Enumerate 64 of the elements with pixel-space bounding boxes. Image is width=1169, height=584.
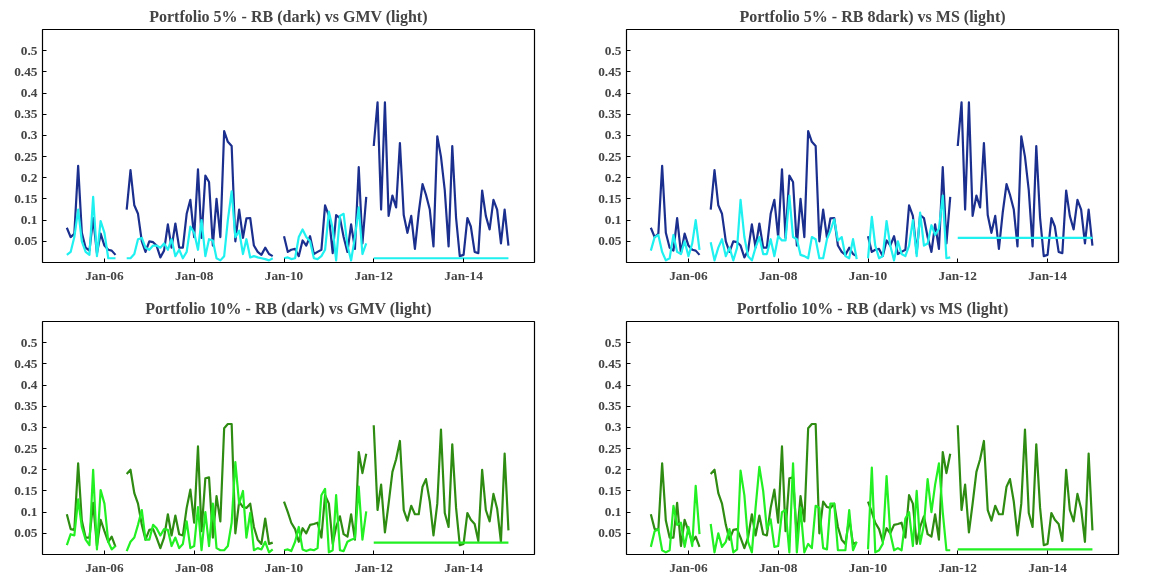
y-tick-label: 0.5: [20, 334, 38, 350]
y-tick-label: 0.2: [604, 169, 622, 185]
chart-title: Portfolio 5% - RB 8dark) vs MS (light): [739, 7, 1006, 26]
y-tick-label: 0.15: [598, 482, 622, 498]
y-tick-label: 0.45: [14, 355, 38, 371]
y-tick-label: 0.25: [598, 440, 622, 456]
x-tick-label: Jan-12: [354, 267, 394, 283]
y-tick-label: 0.5: [604, 42, 622, 58]
y-tick-label: 0.05: [14, 233, 38, 249]
y-tick-label: 0.15: [14, 482, 38, 498]
y-tick-label: 0.2: [20, 169, 38, 185]
y-tick-label: 0.4: [604, 377, 622, 393]
y-tick-label: 0.25: [14, 440, 38, 456]
y-tick-label: 0.2: [20, 461, 38, 477]
y-tick-label: 0.15: [598, 190, 622, 206]
y-tick-label: 0.45: [598, 63, 622, 79]
y-tick-label: 0.3: [604, 419, 622, 435]
y-tick-label: 0.05: [598, 233, 622, 249]
x-tick-label: Jan-08: [174, 267, 214, 283]
y-tick-label: 0.35: [598, 106, 622, 122]
x-tick-label: Jan-12: [354, 559, 394, 575]
x-tick-label: Jan-14: [1028, 559, 1068, 575]
x-tick-label: Jan-06: [669, 267, 709, 283]
x-tick-label: Jan-14: [444, 559, 484, 575]
chart-title: Portfolio 5% - RB (dark) vs GMV (light): [149, 7, 428, 26]
y-tick-label: 0.35: [14, 106, 38, 122]
y-tick-label: 0.1: [604, 504, 622, 520]
y-tick-label: 0.1: [604, 212, 622, 228]
x-tick-label: Jan-14: [1028, 267, 1068, 283]
x-tick-label: Jan-06: [669, 559, 709, 575]
y-tick-label: 0.3: [20, 127, 38, 143]
x-tick-label: Jan-08: [758, 267, 798, 283]
y-tick-label: 0.25: [14, 148, 38, 164]
y-tick-label: 0.45: [14, 63, 38, 79]
x-tick-label: Jan-06: [85, 559, 125, 575]
x-tick-label: Jan-12: [938, 559, 978, 575]
x-tick-label: Jan-10: [264, 559, 304, 575]
y-tick-label: 0.1: [20, 504, 38, 520]
y-tick-label: 0.2: [604, 461, 622, 477]
y-tick-label: 0.05: [598, 525, 622, 541]
x-tick-label: Jan-14: [444, 267, 484, 283]
y-tick-label: 0.5: [20, 42, 38, 58]
y-tick-label: 0.4: [604, 85, 622, 101]
x-tick-label: Jan-10: [848, 559, 888, 575]
y-tick-label: 0.3: [604, 127, 622, 143]
y-tick-label: 0.5: [604, 334, 622, 350]
x-tick-label: Jan-06: [85, 267, 125, 283]
x-tick-label: Jan-10: [848, 267, 888, 283]
y-tick-label: 0.35: [14, 398, 38, 414]
chart-title: Portfolio 10% - RB (dark) vs GMV (light): [145, 299, 432, 318]
x-tick-label: Jan-10: [264, 267, 304, 283]
y-tick-label: 0.15: [14, 190, 38, 206]
y-tick-label: 0.3: [20, 419, 38, 435]
y-tick-label: 0.4: [20, 85, 38, 101]
y-tick-label: 0.1: [20, 212, 38, 228]
y-tick-label: 0.4: [20, 377, 38, 393]
x-tick-label: Jan-12: [938, 267, 978, 283]
y-tick-label: 0.45: [598, 355, 622, 371]
x-tick-label: Jan-08: [758, 559, 798, 575]
y-tick-label: 0.05: [14, 525, 38, 541]
y-tick-label: 0.25: [598, 148, 622, 164]
chart-title: Portfolio 10% - RB (dark) vs MS (light): [736, 299, 1009, 318]
y-tick-label: 0.35: [598, 398, 622, 414]
x-tick-label: Jan-08: [174, 559, 214, 575]
